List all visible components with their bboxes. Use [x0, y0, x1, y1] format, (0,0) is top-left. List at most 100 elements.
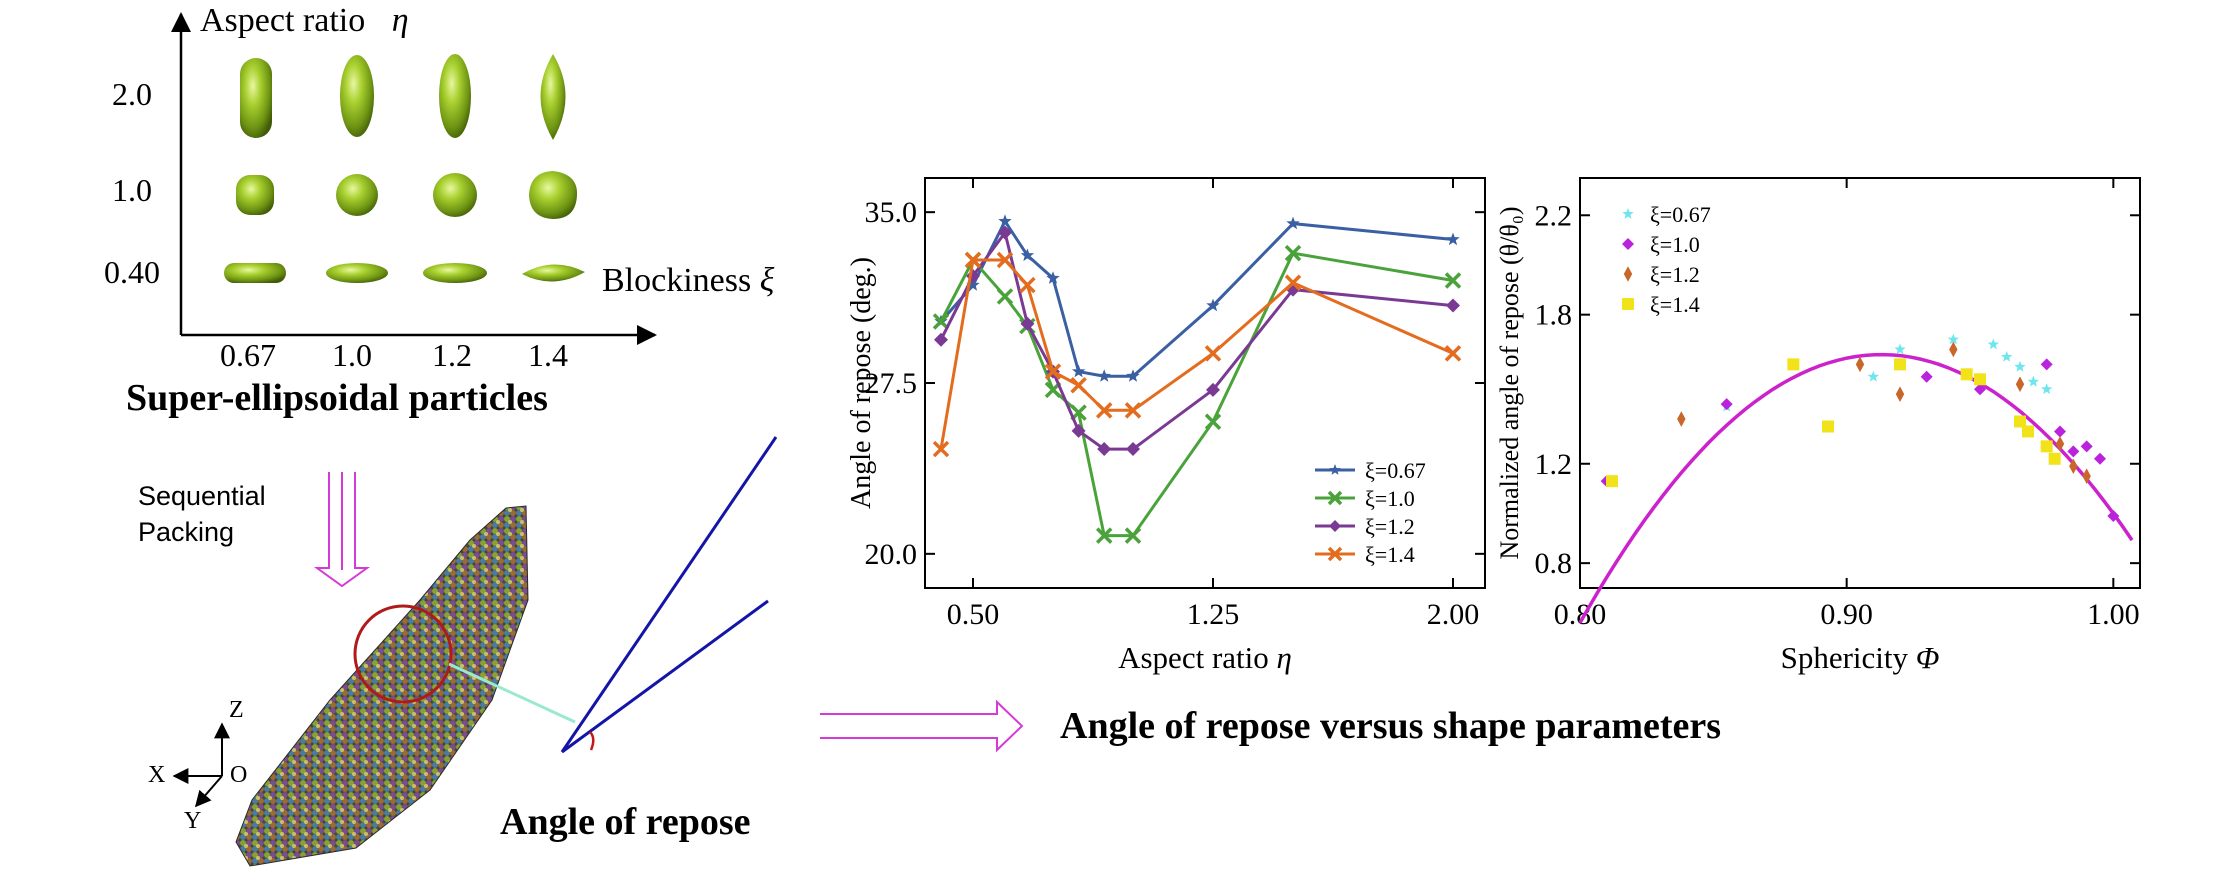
- row-label-1: 1.0: [112, 172, 152, 208]
- data-point: [1895, 386, 1905, 402]
- y-axis-label: Normalized angle of repose (θ/θ₀): [1495, 206, 1524, 559]
- chart1-legend: ξ=0.67 ξ=1.0 ξ=1.2 ξ=1.4: [1315, 458, 1426, 567]
- data-point: [2080, 440, 2093, 453]
- chart-repose-vs-aspect: 0.50 1.25 2.00 20.0 27.5 35.0 Aspect ratio η An…: [846, 177, 1486, 675]
- series-0: [934, 214, 1460, 382]
- data-point: [2094, 452, 2106, 465]
- data-point: [1949, 341, 1958, 358]
- coordinate-triad: [172, 722, 230, 808]
- particle-r3-c3: [423, 263, 487, 283]
- data-point: [1204, 413, 1222, 430]
- shape-y-axis-title: Aspect ratio η: [200, 2, 409, 40]
- data-point: [1444, 272, 1462, 289]
- y-tick-label: 1.8: [1535, 299, 1573, 332]
- data-point: [1446, 298, 1460, 313]
- legend-marker: [1327, 490, 1343, 506]
- data-point: [966, 278, 980, 291]
- data-point: [1987, 338, 1999, 350]
- fit-curve: [1578, 352, 2134, 624]
- data-point: [1095, 527, 1113, 544]
- chart-normalized-vs-sphericity: 0.80 0.90 1.00 0.8 1.2 1.8 2.2 Sphericity Φ Norm…: [1495, 177, 2141, 675]
- data-point: [1124, 402, 1142, 419]
- data-point: [996, 251, 1014, 269]
- legend-label: ξ=0.67: [1365, 458, 1426, 483]
- x-tick-label: 1.00: [2087, 598, 2140, 631]
- particle-r2-c1: [236, 175, 274, 215]
- row-label-2: 2.0: [112, 76, 152, 112]
- data-point: [1947, 333, 1959, 345]
- data-point: [934, 332, 948, 347]
- particle-r2-c3: [433, 173, 477, 217]
- data-point: [2041, 383, 2053, 395]
- xi-symbol: ξ: [759, 262, 775, 299]
- legend-marker: [1622, 208, 1634, 219]
- data-point: [2055, 436, 2065, 452]
- data-point: [1446, 232, 1460, 246]
- data-point: [1855, 356, 1865, 373]
- shape-caption: Super-ellipsoidal particles: [126, 377, 548, 419]
- data-point: [1206, 298, 1220, 312]
- data-point: [1020, 316, 1035, 331]
- data-point: [2022, 425, 2034, 438]
- data-point: [1044, 363, 1062, 380]
- pile-highlight-circle: [353, 604, 453, 704]
- x-tick-label: 1.25: [1187, 598, 1240, 631]
- data-point: [1677, 411, 1686, 427]
- col-label-0-67: 0.67: [220, 337, 276, 373]
- legend-label: ξ=1.2: [1365, 514, 1415, 539]
- data-point: [2014, 415, 2026, 428]
- data-point: [1822, 420, 1834, 433]
- x-axis-symbol: Φ: [1916, 640, 1940, 675]
- row-label-0-40: 0.40: [104, 254, 160, 290]
- data-point: [1071, 364, 1086, 378]
- data-point: [1974, 383, 1986, 396]
- particle-r1-c3: [439, 54, 471, 138]
- x-tick-label: 0.80: [1554, 598, 1607, 631]
- legend-label: ξ=1.4: [1650, 292, 1700, 317]
- scatter-series-1: [1600, 358, 2120, 522]
- data-point: [932, 440, 950, 458]
- chart2-legend: ξ=0.67 ξ=1.0 ξ=1.2 ξ=1.4: [1622, 202, 1711, 317]
- data-point: [1126, 369, 1140, 382]
- data-point: [2069, 458, 2078, 475]
- sequential-line-1: Sequential: [138, 481, 266, 511]
- legend-label: ξ=1.0: [1650, 232, 1700, 257]
- data-point: [2048, 452, 2061, 465]
- data-point: [2054, 425, 2066, 438]
- sequential-packing-arrow: [313, 472, 371, 588]
- triad-o-label: O: [230, 762, 248, 788]
- repose-angle-wedge: [560, 436, 778, 754]
- shape-x-axis-label: Blockiness: [602, 262, 752, 299]
- series-line: [939, 229, 1454, 451]
- result-caption: Angle of repose versus shape parameters: [1060, 705, 1722, 747]
- particle-r1-c2: [340, 55, 374, 137]
- series-3: [932, 251, 1462, 458]
- x-axis-label: Sphericity Φ: [1781, 640, 1940, 675]
- data-point: [2014, 360, 2026, 372]
- data-point: [2015, 376, 2025, 393]
- legend-label: ξ=1.0: [1365, 486, 1415, 511]
- legend-marker: [1329, 520, 1341, 532]
- shape-matrix-axes: [171, 12, 657, 345]
- sequential-line-2: Packing: [138, 517, 235, 547]
- data-point: [1095, 402, 1113, 419]
- y-tick-label: 2.2: [1535, 199, 1573, 232]
- triad-x-label: X: [148, 762, 166, 788]
- data-point: [1206, 382, 1220, 397]
- legend-label: ξ=1.4: [1365, 542, 1415, 567]
- particle-r3-c1: [224, 263, 286, 283]
- series-2: [934, 225, 1460, 457]
- y-tick-label: 0.8: [1535, 547, 1573, 580]
- data-point: [1974, 373, 1986, 386]
- particle-r1-c1: [240, 58, 272, 138]
- data-point: [996, 288, 1014, 305]
- data-point: [2027, 375, 2039, 387]
- y-axis-label: Angle of repose (deg.): [846, 257, 877, 509]
- legend-marker: [1327, 546, 1343, 562]
- data-point: [1126, 442, 1140, 457]
- legend-marker: [1622, 238, 1634, 250]
- data-point: [2040, 358, 2053, 371]
- data-point: [1284, 274, 1302, 292]
- repose-caption: Angle of repose: [500, 801, 751, 843]
